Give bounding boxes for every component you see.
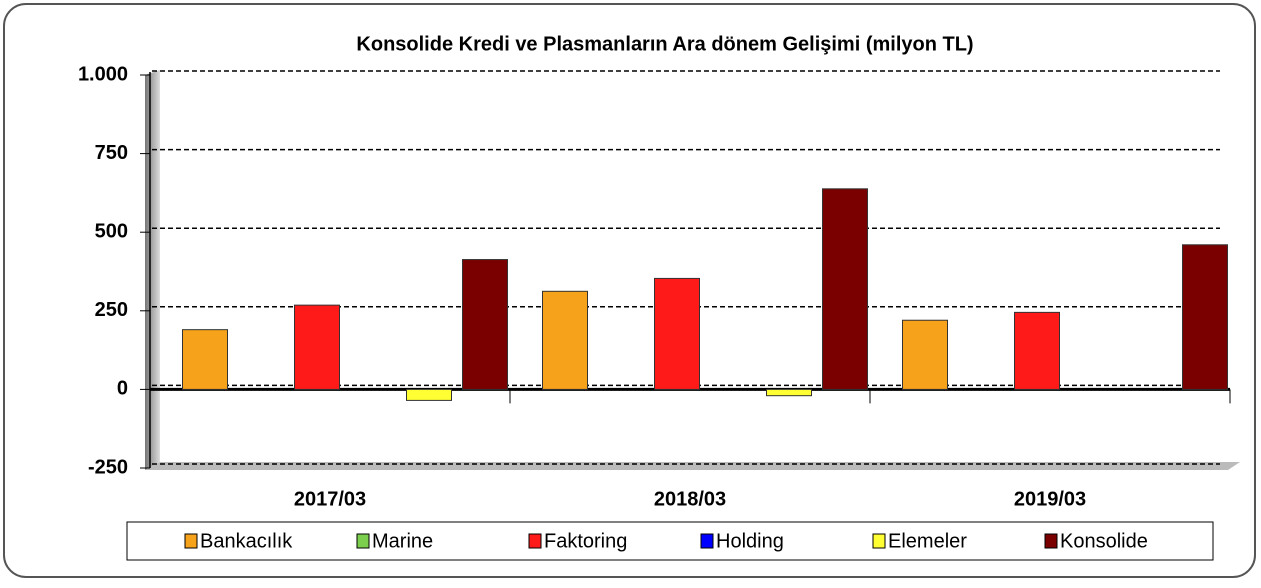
y-tick-label: 500 [95,220,128,242]
bar [542,290,588,390]
x-tick-label: 2018/03 [654,488,726,510]
bar [1182,244,1228,390]
x-tick-label: 2019/03 [1014,488,1086,510]
side-wall [145,70,160,470]
legend-swatch [528,533,542,549]
legend-label: Marine [372,530,433,552]
frame [3,3,1256,578]
y-tick-label: 0 [117,378,128,400]
legend-label: Holding [716,530,784,552]
legend-swatch [1044,533,1058,549]
bar [294,304,340,390]
x-tick-label: 2017/03 [294,488,366,510]
bar [822,188,868,390]
chart-title: Konsolide Kredi ve Plasmanların Ara döne… [356,33,973,55]
legend [126,521,1214,561]
legend-label: Bankacılık [200,530,293,552]
y-tick-label: 750 [95,142,128,164]
bar [1014,311,1060,390]
y-tick-label: 1.000 [78,63,128,85]
bar [182,329,228,390]
y-tick-label: -250 [88,456,128,478]
y-tick-label: 250 [95,299,128,321]
bar [654,277,700,390]
floor [145,462,1240,470]
legend-swatch [872,533,886,549]
legend-swatch [184,533,198,549]
legend-label: Elemeler [888,530,967,552]
legend-swatch [700,533,714,549]
legend-label: Konsolide [1060,530,1148,552]
bar [406,388,452,401]
legend-swatch [356,533,370,549]
bar [766,388,812,397]
bar [902,319,948,390]
legend-label: Faktoring [544,530,627,552]
bar [462,259,508,390]
